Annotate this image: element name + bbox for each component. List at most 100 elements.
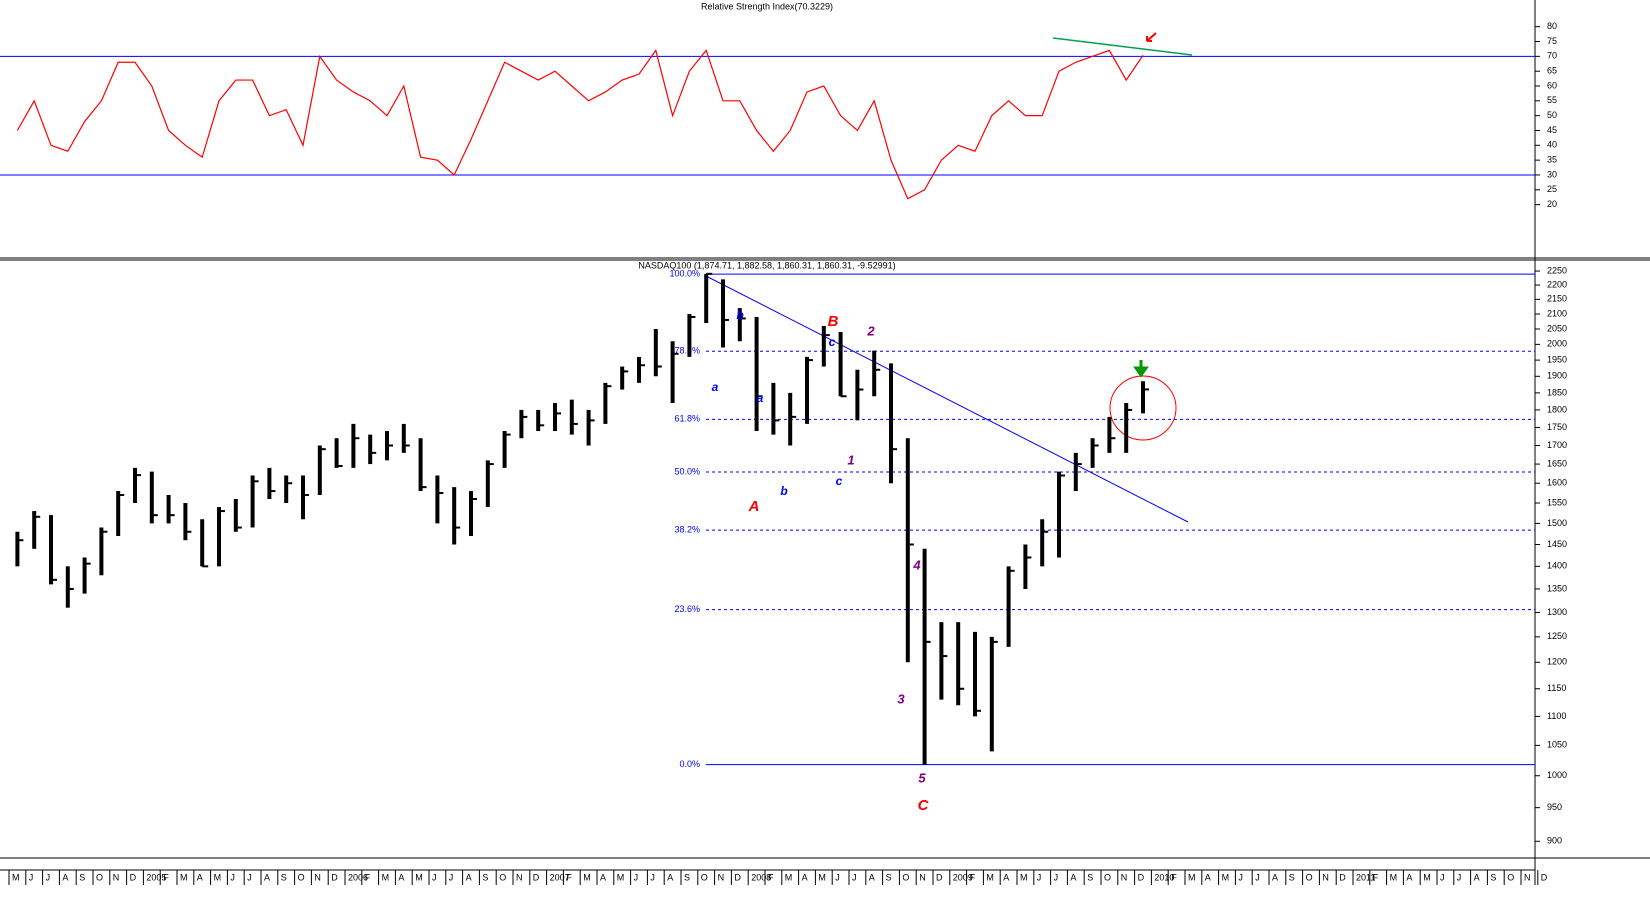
wave-label: c: [836, 474, 843, 488]
wave-label: 5: [918, 770, 926, 785]
x-tick-label: 2011: [1356, 872, 1375, 882]
rsi-trendline: [1052, 37, 1193, 56]
y-tick-label: 30: [1547, 169, 1557, 179]
y-tick-label: 2100: [1547, 308, 1567, 318]
x-tick-label: J: [835, 872, 840, 882]
y-tick-label: 20: [1547, 199, 1557, 209]
x-tick-label: A: [398, 872, 404, 882]
x-tick-label: A: [1272, 872, 1278, 882]
x-tick-label: N: [1524, 872, 1531, 882]
x-tick-label: J: [852, 872, 857, 882]
rsi-title: Relative Strength Index(70.3229): [701, 1, 833, 11]
x-tick-label: A: [869, 872, 875, 882]
x-tick-label: M: [415, 872, 423, 882]
x-tick-label: O: [1306, 872, 1313, 882]
y-tick-label: 1600: [1547, 478, 1567, 488]
x-tick-label: A: [197, 872, 203, 882]
y-tick-label: 35: [1547, 155, 1557, 165]
x-tick-label: M: [785, 872, 793, 882]
x-tick-label: F: [1373, 872, 1379, 882]
x-tick-label: O: [1507, 872, 1514, 882]
fib-label: 100.0%: [669, 268, 700, 278]
y-tick-label: 1250: [1547, 631, 1567, 641]
x-tick-label: A: [264, 872, 270, 882]
x-tick-label: S: [79, 872, 85, 882]
x-tick-label: J: [650, 872, 655, 882]
price-trendline: [705, 275, 1189, 523]
x-tick-label: 2007: [550, 872, 570, 882]
y-tick-label: 1950: [1547, 354, 1567, 364]
y-tick-label: 1650: [1547, 458, 1567, 468]
wave-label: C: [918, 797, 930, 814]
wave-label: c: [829, 335, 836, 349]
x-tick-label: S: [281, 872, 287, 882]
fib-label: 0.0%: [679, 759, 700, 769]
y-tick-label: 1750: [1547, 422, 1567, 432]
y-tick-label: 75: [1547, 36, 1557, 46]
fib-label: 61.8%: [674, 414, 700, 424]
x-tick-label: A: [466, 872, 472, 882]
x-tick-label: S: [1087, 872, 1093, 882]
green-arrow: [1133, 360, 1149, 378]
y-tick-label: 65: [1547, 66, 1557, 76]
x-tick-label: M: [1188, 872, 1196, 882]
x-tick-label: J: [1440, 872, 1445, 882]
rsi-line: [16, 49, 1144, 200]
y-tick-label: 80: [1547, 21, 1557, 31]
x-tick-label: A: [802, 872, 808, 882]
x-tick-label: M: [1423, 872, 1431, 882]
x-tick-label: 2006: [348, 872, 368, 882]
x-tick-label: M: [1222, 872, 1230, 882]
x-tick-label: A: [1070, 872, 1076, 882]
x-tick-label: J: [449, 872, 454, 882]
y-tick-label: 1450: [1547, 539, 1567, 549]
plot-layer: 2025303540455055606570758090095010001050…: [0, 21, 1567, 885]
x-tick-label: F: [970, 872, 976, 882]
x-tick-label: N: [113, 872, 120, 882]
fib-label: 78.6%: [674, 346, 700, 356]
y-tick-label: 40: [1547, 140, 1557, 150]
y-tick-label: 1350: [1547, 583, 1567, 593]
y-tick-label: 1300: [1547, 607, 1567, 617]
x-tick-label: J: [634, 872, 639, 882]
wave-label: a: [757, 391, 764, 405]
highlight-circle: [1109, 375, 1177, 441]
x-tick-label: D: [130, 872, 137, 882]
red-arrow: [1146, 32, 1157, 42]
x-tick-label: J: [29, 872, 34, 882]
y-tick-label: 45: [1547, 125, 1557, 135]
x-tick-label: 2008: [751, 872, 771, 882]
y-tick-label: 1550: [1547, 497, 1567, 507]
x-tick-label: N: [919, 872, 926, 882]
x-tick-label: O: [298, 872, 305, 882]
x-tick-label: M: [1020, 872, 1028, 882]
y-tick-label: 1400: [1547, 561, 1567, 571]
wave-label: B: [828, 313, 839, 330]
x-tick-label: F: [365, 872, 371, 882]
x-tick-label: D: [1339, 872, 1346, 882]
wave-label: 1: [847, 452, 854, 467]
x-tick-label: N: [718, 872, 725, 882]
wave-label: b: [736, 308, 743, 322]
wave-label: 2: [866, 323, 875, 338]
x-tick-label: M: [617, 872, 625, 882]
x-tick-label: A: [600, 872, 606, 882]
x-tick-label: S: [1490, 872, 1496, 882]
x-tick-label: J: [1238, 872, 1243, 882]
y-tick-label: 1050: [1547, 740, 1567, 750]
x-tick-label: M: [818, 872, 826, 882]
x-tick-label: M: [1390, 872, 1398, 882]
x-tick-label: S: [482, 872, 488, 882]
x-tick-label: J: [1255, 872, 1260, 882]
y-tick-label: 2150: [1547, 294, 1567, 304]
x-tick-label: 2010: [1154, 872, 1174, 882]
x-tick-label: J: [1054, 872, 1059, 882]
fib-label: 50.0%: [674, 466, 700, 476]
x-tick-label: A: [1406, 872, 1412, 882]
x-tick-label: N: [1322, 872, 1329, 882]
x-tick-label: J: [1037, 872, 1042, 882]
x-tick-label: D: [331, 872, 338, 882]
x-tick-label: J: [432, 872, 437, 882]
